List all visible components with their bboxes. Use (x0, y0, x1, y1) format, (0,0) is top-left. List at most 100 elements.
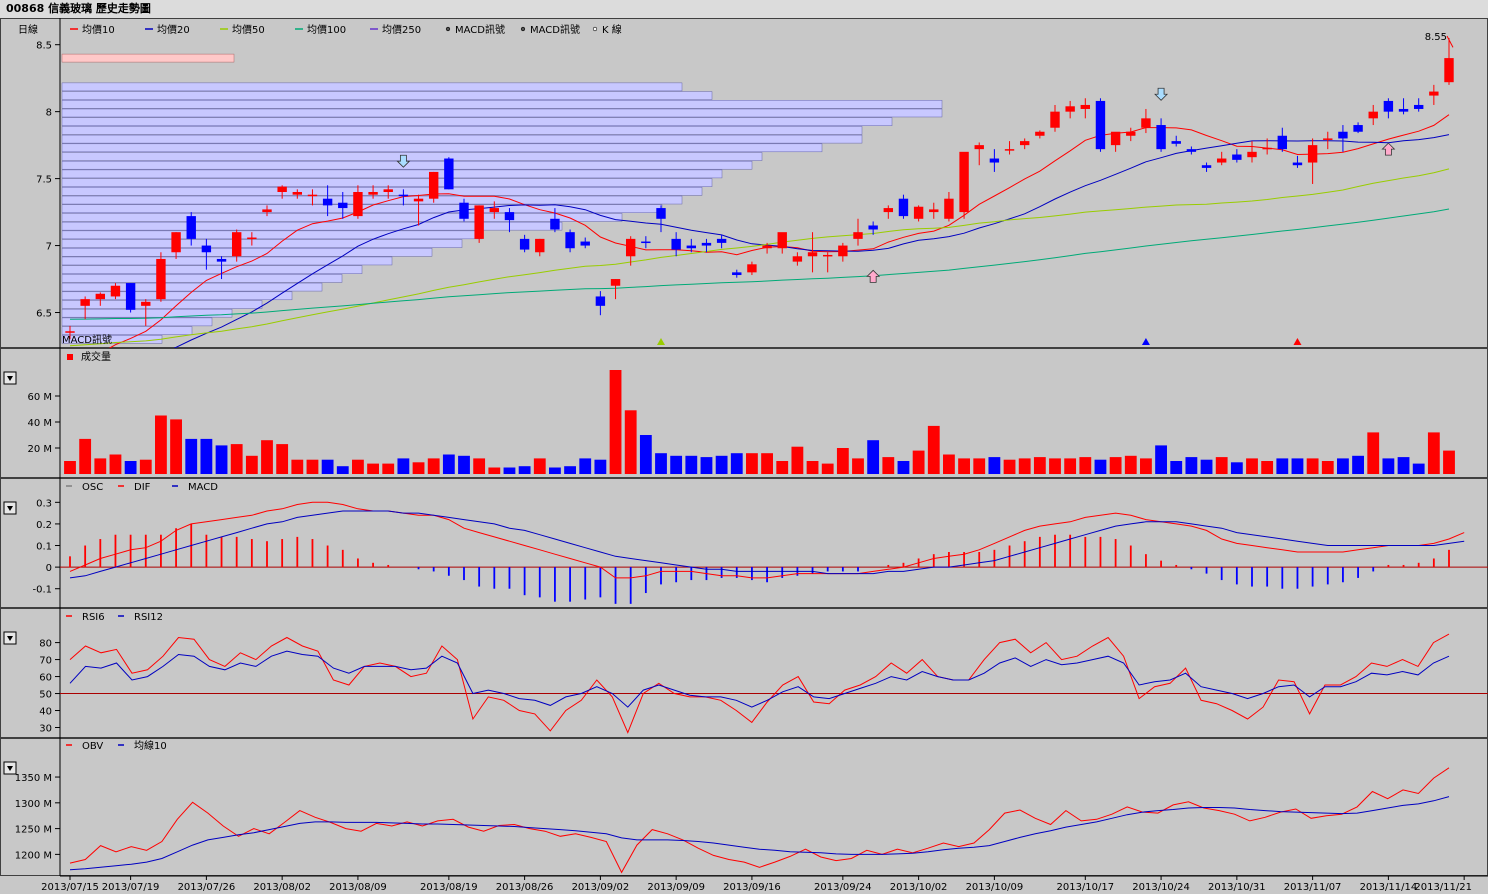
macd-panel: 0.3 0.2 0.1 0 -0.1 (32, 498, 1488, 604)
candle (565, 229, 575, 253)
candle-body (610, 279, 621, 286)
candle (792, 252, 803, 266)
candle-body (1413, 104, 1424, 109)
candle (292, 189, 303, 199)
candle (322, 185, 333, 217)
candle (247, 232, 257, 246)
macd-legend-item: OSC (82, 482, 103, 493)
candle-body (898, 198, 909, 217)
candle (156, 252, 166, 302)
candle (95, 292, 106, 306)
legends: 日線 均價10 均價20 均價50 均價100 均價250 MACD訊號 MACD訊號 K 線成… (18, 23, 622, 752)
candle (535, 238, 545, 257)
candle (141, 299, 151, 326)
ma50-line (69, 168, 1450, 347)
volume-collapse-button[interactable] (3, 371, 17, 385)
candle-body (822, 254, 833, 257)
candle (1201, 162, 1212, 172)
candle (580, 237, 590, 249)
macd-tick-label: 0.2 (36, 520, 52, 531)
candle (383, 185, 393, 199)
volume-bar (988, 457, 1001, 474)
volume-bar (1200, 459, 1213, 474)
volume-bar (624, 410, 637, 474)
price-tick-label: 6.5 (36, 309, 52, 320)
volume-profile-bar-current (61, 53, 235, 63)
candle-body (625, 238, 636, 257)
arrow-down-icon (1154, 87, 1169, 101)
macd-collapse-button[interactable] (3, 501, 17, 515)
volume-bar (821, 463, 834, 474)
date-tick-label: 2013/10/24 (1132, 882, 1190, 893)
volume-bar (291, 459, 304, 474)
candle (110, 283, 121, 300)
obv-collapse-button[interactable] (3, 761, 17, 775)
volume-panel: 60 M 40 M 20 M (27, 370, 1455, 474)
rsi-collapse-button[interactable] (3, 631, 17, 645)
candle (504, 208, 515, 233)
ma20-line (173, 134, 1450, 348)
volume-tick-label: 20 M (27, 444, 52, 455)
rsi-tick-label: 60 (39, 673, 52, 684)
volume-bar (1443, 450, 1455, 474)
candle (595, 291, 606, 316)
legend-dot-icon (592, 26, 598, 32)
volume-bar (185, 438, 198, 474)
candle (1186, 146, 1197, 155)
rsi-tick-label: 40 (39, 707, 52, 718)
volume-bar (109, 454, 122, 474)
date-tick-label: 2013/08/09 (329, 882, 387, 893)
volume-bar (1367, 432, 1380, 474)
candle (1262, 138, 1272, 155)
candle (398, 189, 409, 206)
rsi-panel-frame (0, 608, 1488, 738)
volume-bar (1018, 458, 1031, 474)
volume-bar (609, 370, 622, 474)
candle-body (580, 241, 590, 246)
date-tick-label: 2013/09/02 (572, 882, 630, 893)
candle-body (95, 293, 106, 300)
candle (413, 194, 424, 226)
candle (1004, 141, 1015, 155)
candle-body (1171, 141, 1181, 144)
volume-bar (1124, 455, 1137, 474)
date-tick-label: 2013/09/24 (814, 882, 872, 893)
rsi-tick-label: 50 (39, 690, 52, 701)
window-title: 00868 信義玻璃 歷史走勢圖 (6, 2, 151, 15)
candle (474, 205, 484, 243)
candle-body (171, 232, 181, 253)
candle-body (716, 238, 727, 243)
candle-body (1141, 118, 1151, 128)
volume-profile-bar (61, 291, 293, 301)
volume-bar (882, 457, 895, 474)
candle (959, 151, 969, 219)
volume-bar (1397, 457, 1410, 474)
volume-bar (958, 458, 970, 474)
candle-body (262, 209, 272, 213)
candle-body (1080, 104, 1091, 109)
signal-triangle-icon (657, 338, 665, 345)
candle-body (1383, 100, 1394, 112)
volume-bar (276, 444, 289, 474)
candle-body (1019, 141, 1030, 146)
date-tick-label: 2013/08/02 (253, 882, 311, 893)
volume-bar (1109, 457, 1122, 474)
candle-body (671, 238, 681, 250)
volume-bar (245, 455, 258, 474)
date-tick-label: 2013/07/19 (102, 882, 160, 893)
candle (307, 189, 318, 206)
rsi-legend-item: RSI12 (134, 612, 163, 623)
volume-profile-bar (61, 308, 233, 318)
volume-profile-bar (61, 265, 363, 274)
volume-bar (1155, 445, 1167, 474)
candle (732, 269, 742, 278)
candle (1095, 98, 1106, 152)
candle (656, 205, 666, 233)
arrow-up-icon (1381, 142, 1396, 156)
volume-bar (442, 454, 455, 474)
ma100-line (69, 208, 1450, 320)
price-markers: 8.55 MACD訊號 (62, 32, 1454, 346)
volume-bar (912, 450, 925, 474)
price-legend-item: 均價250 (382, 23, 421, 36)
date-tick-label: 2013/08/26 (496, 882, 554, 893)
